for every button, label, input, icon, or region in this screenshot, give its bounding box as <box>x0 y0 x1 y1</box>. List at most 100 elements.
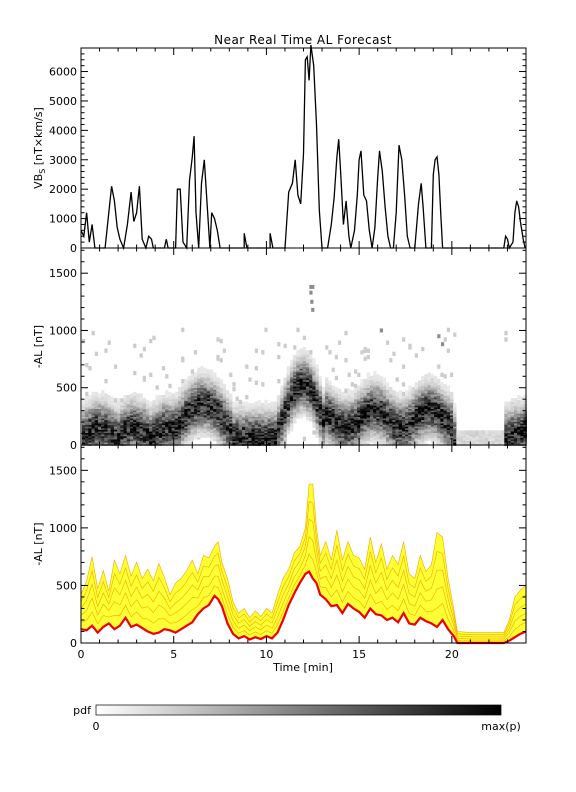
heatmap-cell <box>248 403 252 408</box>
heatmap-cell <box>203 367 207 373</box>
heatmap-cell <box>354 369 358 374</box>
heatmap-cell <box>389 358 393 363</box>
heatmap-cell <box>440 382 444 387</box>
y-tick-label: 2000 <box>49 183 77 196</box>
heatmap-cell <box>190 372 194 377</box>
heatmap-cell <box>379 375 383 381</box>
heatmap-cell <box>155 398 159 403</box>
y-tick-label: 1500 <box>49 464 77 477</box>
heatmap-cell <box>344 358 348 363</box>
y-axis-title: -AL [nT] <box>32 325 45 368</box>
heatmap-cell <box>510 398 514 403</box>
heatmap-cell <box>386 340 390 345</box>
heatmap-cell <box>357 372 361 377</box>
heatmap-cell <box>310 299 314 304</box>
heatmap-cell <box>165 393 169 398</box>
heatmap-cell <box>402 364 406 369</box>
heatmap-cell <box>232 401 236 406</box>
heatmap-cell <box>190 369 194 374</box>
y-tick-label: 0 <box>70 439 77 452</box>
heatmap-cell <box>229 393 233 398</box>
heatmap-cell <box>478 430 482 435</box>
heatmap-cell <box>354 383 358 389</box>
y-tick-label: 1000 <box>49 324 77 337</box>
heatmap-cell <box>331 367 335 373</box>
heatmap-cell <box>328 350 332 355</box>
heatmap-cell <box>402 391 406 397</box>
heatmap-cell <box>91 330 95 336</box>
heatmap-cell <box>414 353 418 358</box>
heatmap-cell <box>251 403 255 408</box>
heatmap-cell <box>229 372 233 377</box>
y-tick-label: 1500 <box>49 267 77 280</box>
heatmap-cell <box>488 430 492 435</box>
heatmap-cell <box>386 382 390 387</box>
heatmap-cell <box>264 404 268 409</box>
heatmap-cell <box>245 395 249 400</box>
heatmap-cell <box>366 354 370 360</box>
heatmap-cell <box>222 348 226 353</box>
heatmap-cell <box>309 284 313 289</box>
heatmap-cell <box>258 399 262 405</box>
heatmap-cell <box>437 364 441 369</box>
heatmap-cell <box>344 391 348 397</box>
heatmap-cell <box>219 358 223 363</box>
heatmap-cell <box>277 395 281 400</box>
heatmap-cell <box>181 382 185 387</box>
vbs-series-line <box>80 45 526 251</box>
heatmap-cell <box>446 327 450 333</box>
heatmap-cell <box>194 372 198 377</box>
x-tick-label: 5 <box>170 648 177 661</box>
heatmap-cell <box>165 390 169 395</box>
heatmap-cell <box>181 356 185 361</box>
heatmap-cell <box>309 353 313 358</box>
heatmap-cell <box>498 430 502 435</box>
heatmap-cell <box>91 391 95 397</box>
heatmap-cell <box>408 343 412 349</box>
heatmap-cell <box>107 340 111 345</box>
heatmap-cell <box>277 379 281 384</box>
heatmap-cell <box>242 404 246 409</box>
heatmap-cell <box>149 372 153 377</box>
heatmap-cell <box>402 382 406 387</box>
heatmap-cell <box>178 390 182 395</box>
heatmap-cell <box>200 366 204 371</box>
y-axis-title: -AL [nT] <box>32 522 45 565</box>
heatmap-cells <box>82 284 527 446</box>
heatmap-cell <box>395 377 399 382</box>
heatmap-cell <box>142 375 146 381</box>
heatmap-cell <box>94 391 98 397</box>
vbs-panel: 0 1000 2000 3000 4000 5000 6000 VBS [nT×km/s] <box>32 45 527 255</box>
heatmap-cell <box>466 430 470 435</box>
heatmap-cell <box>232 387 236 392</box>
heatmap-cell <box>347 388 351 393</box>
heatmap-cell <box>114 398 118 403</box>
heatmap-cell <box>430 374 434 379</box>
heatmap-cell <box>494 430 498 435</box>
heatmap-cell <box>437 334 441 339</box>
heatmap-cell <box>155 395 159 400</box>
heatmap-cell <box>485 430 489 435</box>
heatmap-cell <box>283 377 287 382</box>
heatmap-cell <box>405 390 409 395</box>
y-axis-title: VBS [nT×km/s] <box>32 107 47 189</box>
heatmap-cell <box>133 343 137 349</box>
al-pdf-heatmap-panel: 0 500 1000 1500 -AL [nT] <box>32 247 527 452</box>
heatmap-cell <box>440 342 445 347</box>
heatmap-cell <box>254 366 258 371</box>
heatmap-cell <box>168 391 172 397</box>
heatmap-cell <box>222 383 226 389</box>
envelope-line <box>80 535 527 640</box>
heatmap-cell <box>446 385 450 390</box>
colorbar-min-label: 0 <box>93 720 100 733</box>
heatmap-cell <box>424 374 428 379</box>
heatmap-cell <box>379 328 383 333</box>
heatmap-cell <box>517 399 521 405</box>
heatmap-cell <box>82 399 86 405</box>
y-tick-label: 1000 <box>49 213 77 226</box>
heatmap-cell <box>421 375 425 381</box>
heatmap-cell <box>280 385 284 390</box>
heatmap-cell <box>226 390 230 395</box>
heatmap-cell <box>312 361 316 366</box>
y-tick-label: 0 <box>70 242 77 255</box>
